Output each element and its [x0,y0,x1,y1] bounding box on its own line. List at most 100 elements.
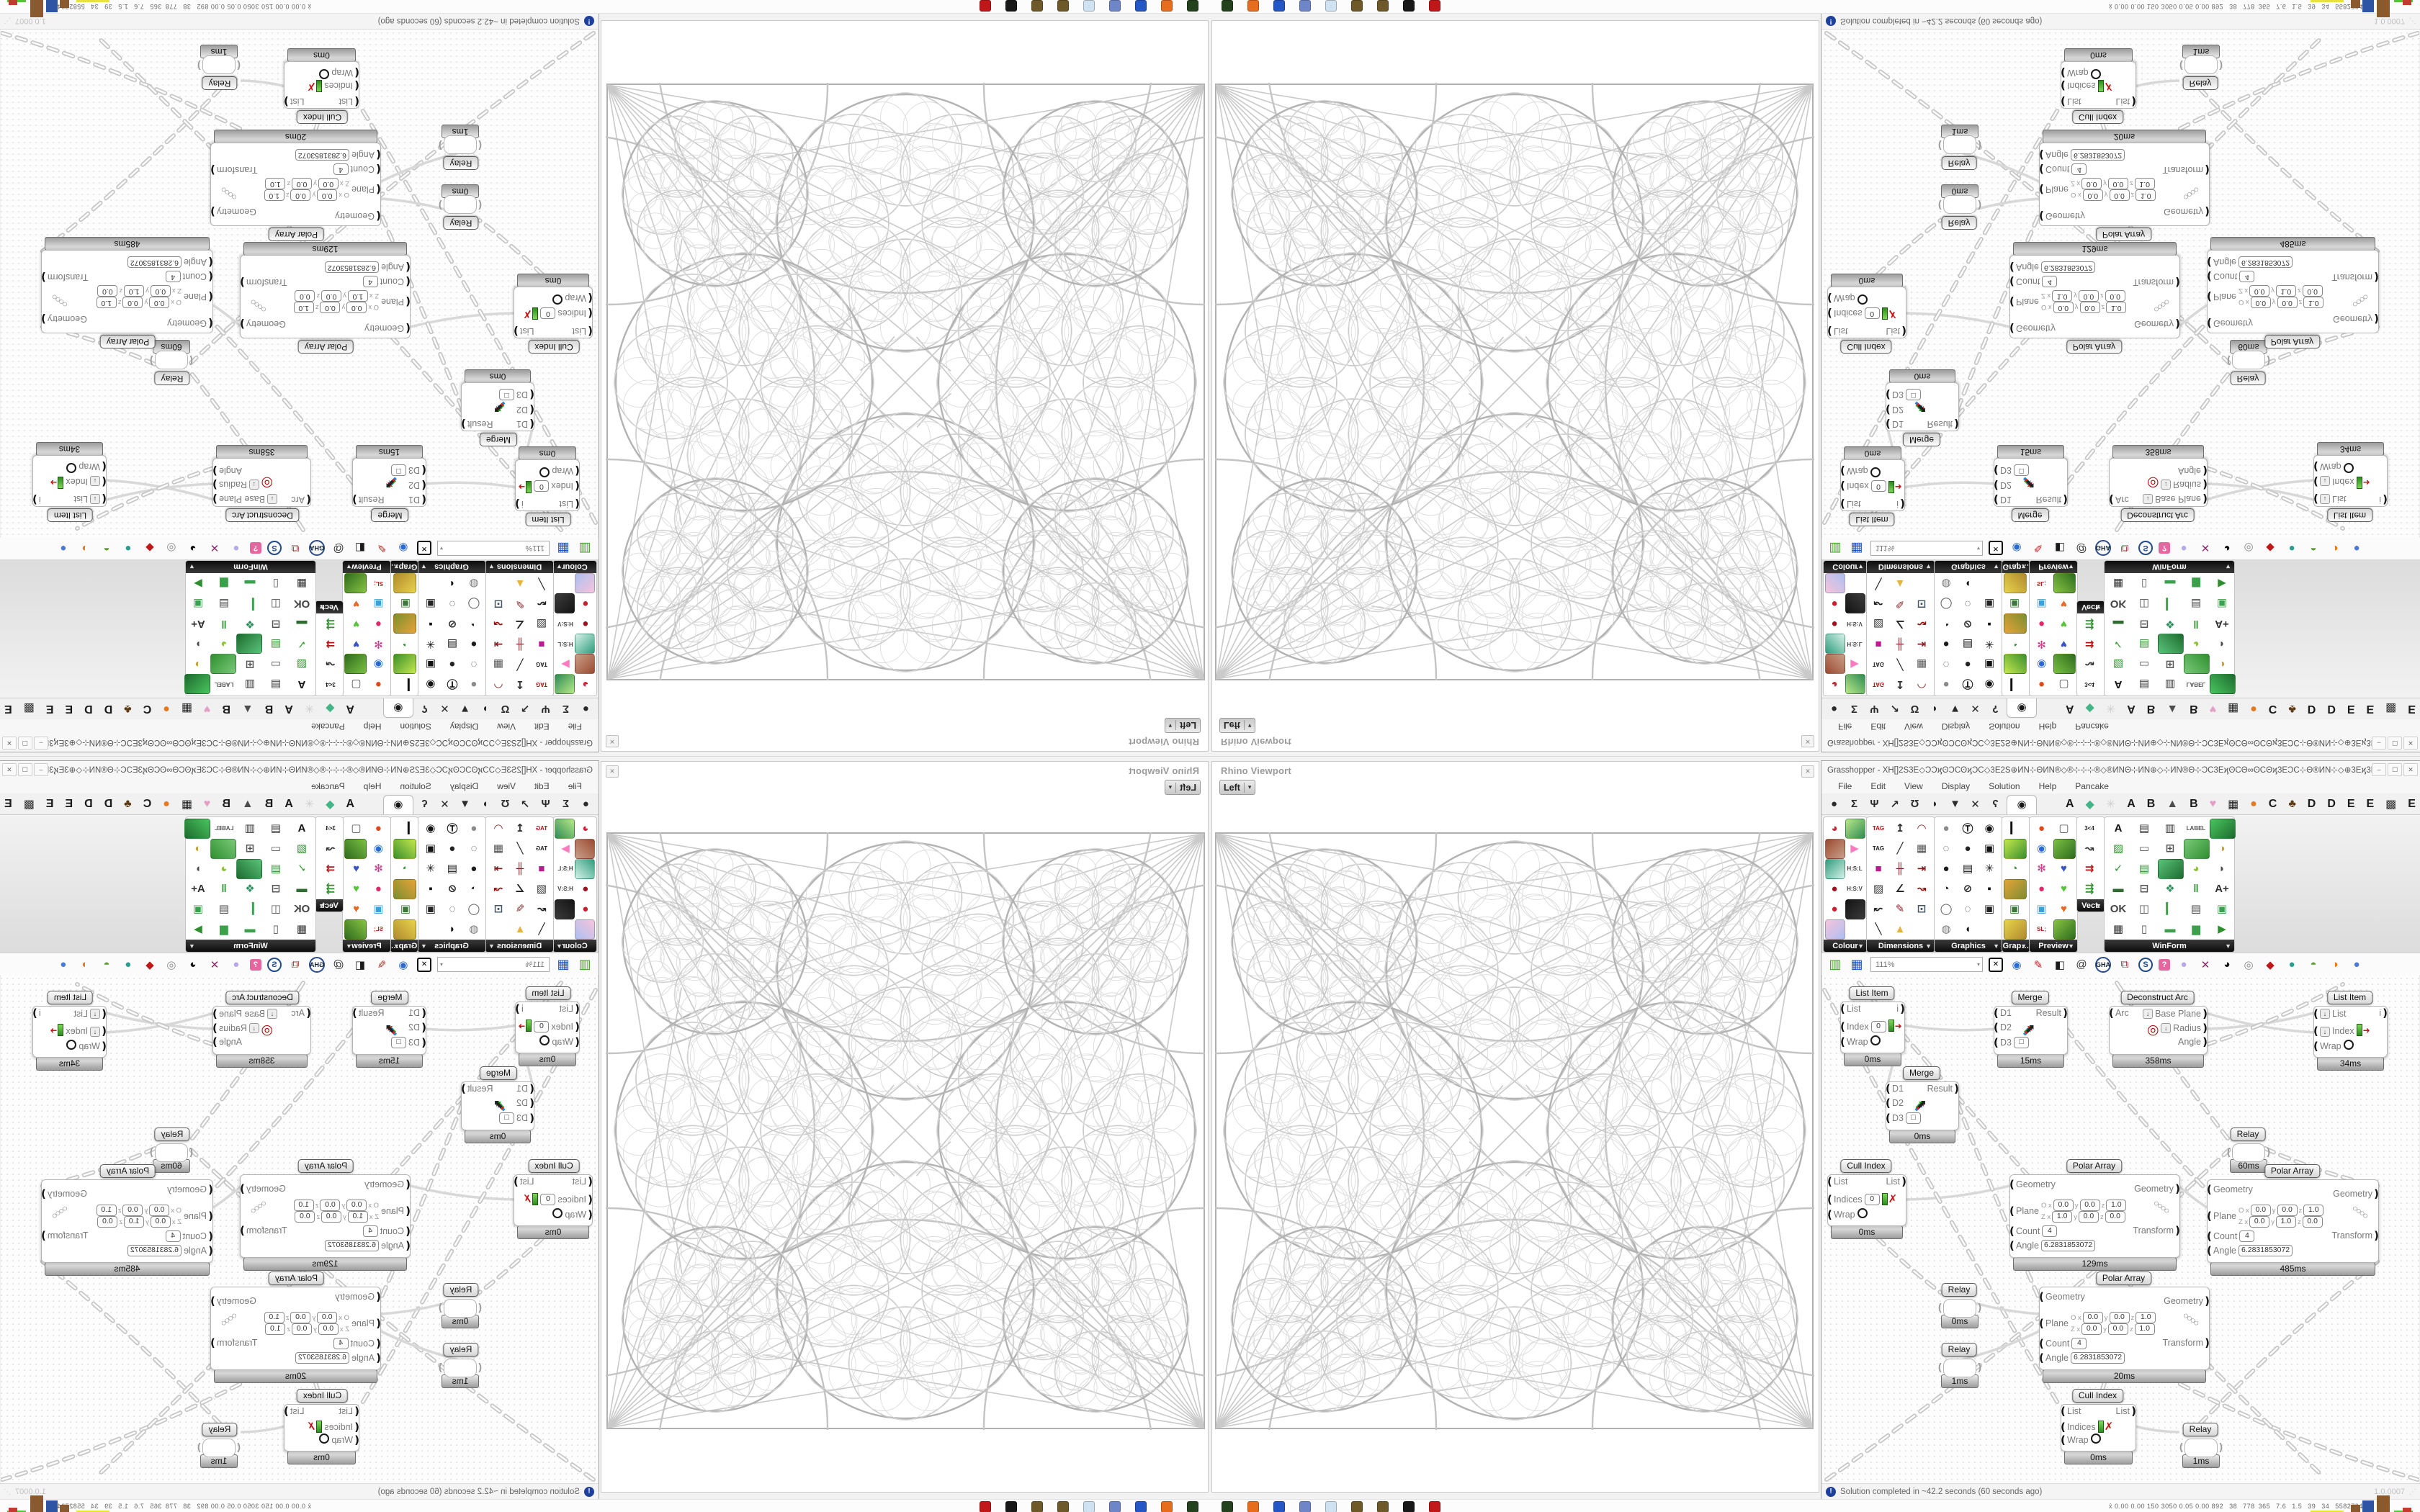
palette-icon[interactable]: ∠ [1895,883,1905,895]
node-output-i[interactable]: i) [32,1007,41,1020]
node-label[interactable]: Polar Array [297,1159,354,1173]
plugin-tab-2[interactable]: ✳ [2105,798,2116,811]
component-node-list-item[interactable]: (List (Index 0 ➜ (Wrap i) [1840,459,1905,511]
node-output-list[interactable]: List) [1886,1175,1906,1188]
palette-icon[interactable]: ↜ [1873,598,1883,610]
node-input-plane[interactable]: (Plane O x 0.0 y 0.0 z 1.0 Z x 1.0 y 0.0 z 0.0 [2009,290,2127,313]
category-tab-icon-1[interactable]: Σ [1850,798,1857,810]
node-output-geometry[interactable]: Geometry) [41,1187,87,1200]
palette-icon[interactable]: ◍ [469,577,479,590]
node-label[interactable]: Merge [1902,1066,1941,1080]
palette-icon[interactable] [344,839,367,859]
palette-icon[interactable]: A+ [2215,882,2229,895]
plugin-tab-16[interactable]: ▩ [23,702,35,715]
palette-icon[interactable]: ● [375,618,382,631]
palette-icon[interactable] [393,919,416,940]
node-input-geometry[interactable]: (Geometry [364,322,411,335]
node-input-d1[interactable]: (D1 [1886,1082,1904,1095]
palette-icon[interactable]: ▨ [1873,883,1884,895]
node-input-wrap[interactable]: (Wrap [1840,1035,1881,1048]
palette-icon[interactable]: ▎ [246,598,254,610]
palette-icon[interactable]: LABEL [214,824,234,832]
category-tab-icon-4[interactable]: Ʊ [501,798,510,810]
category-tab-icon-2[interactable]: Ψ [1870,703,1879,715]
node-label[interactable]: Merge [479,1066,518,1080]
node-input-index[interactable]: (Index 0 ➜ [518,1020,580,1033]
node-output-list[interactable]: List) [284,95,305,108]
node-output-base-plane[interactable]: ↓ Base Plane) [2143,493,2208,506]
palette-icon[interactable]: ↥ [1895,678,1905,690]
node-input-d3[interactable]: (D3 □ [391,464,426,477]
taskbar-app-icon-7[interactable] [1005,0,1017,12]
node-output-geometry[interactable]: Geometry) [2164,205,2210,218]
palette-icon[interactable] [2004,573,2027,593]
palette-icon[interactable]: ▣ [1984,842,1995,855]
node-output-i[interactable]: i) [1896,498,1905,510]
zoom-extents-button[interactable]: ✕ [1989,541,2003,556]
palette-icon[interactable]: ╫ [1896,638,1904,651]
relay-node-label[interactable]: Relay [2182,1423,2218,1436]
grasshopper-titlebar[interactable]: Grasshopper - XH[]2S3E◇ƆƆϗʘƆϹʘϗƆϹ◇3E2S⊕И… [0,761,599,779]
node-input-d1[interactable]: (D1 [408,493,426,506]
node-label[interactable]: Merge [479,433,518,446]
plugin-tab-14[interactable]: E [65,703,73,716]
palette-icon[interactable]: ▣ [425,903,436,915]
palette-footer-winform[interactable]: WinForm ▼ [186,561,315,573]
package-button[interactable]: ? [2159,958,2170,971]
palette-footer-preview[interactable]: Preview ▼ [343,561,390,573]
node-input-d1[interactable]: (D1 [516,418,534,431]
palette-footer-grap[interactable]: Grap… ▼ [390,940,418,952]
palette-icon[interactable]: ↜ [537,598,547,610]
relay-node-label[interactable]: Relay [1941,1283,1977,1297]
palette-icon[interactable]: ⊘ [447,618,457,630]
palette-icon[interactable]: ◠ [494,822,503,834]
component-node-cull-index[interactable]: (List (Indices 0 ✗(Wrap List) [1827,1174,1906,1226]
palette-icon[interactable]: ♥ [2061,902,2067,915]
relay-node[interactable] [1943,195,1976,214]
taskbar-app-icon-0[interactable] [1187,1501,1198,1512]
export-window-button[interactable]: ⧉ [291,542,300,554]
node-output-transform[interactable]: Transform) [210,1336,258,1349]
plugin-tab-10[interactable]: C [2268,703,2277,716]
palette-icon[interactable] [421,575,441,593]
palette-icon[interactable] [393,839,416,859]
component-node-deconstruct-arc[interactable]: (Arc ↓ Base Plane) ↓ Radius) Angle) ◎ [2109,458,2208,507]
taskbar-app-icon-2[interactable] [1273,1501,1285,1512]
preview-eye-button[interactable]: ◉ [2012,541,2022,554]
node-input-d2[interactable]: (D2 [1886,1097,1904,1110]
category-tab-icon-5[interactable]: ◗ [1931,703,1939,715]
palette-icon[interactable]: TAG [535,661,548,668]
palette-footer-colour[interactable]: Colour ▼ [553,940,596,952]
palette-icon[interactable]: ▣ [1984,903,1995,915]
node-input-geometry[interactable]: (Geometry [2207,1183,2253,1196]
palette-icon[interactable]: ⊟ [271,618,281,630]
minimize-button[interactable]: – [34,737,48,750]
palette-icon[interactable]: ✎ [515,598,525,610]
node-input-count[interactable]: (Count 4 [362,275,411,288]
palette-icon[interactable]: ▨ [536,883,547,895]
menu-item-view[interactable]: View [1904,780,1923,791]
preview-green-button[interactable]: ◓ [2310,542,2317,554]
palette-footer-dimensions[interactable]: Dimensions ▼ [1867,940,1935,952]
relay-node[interactable] [1943,135,1976,154]
menu-item-pancake[interactable]: Pancake [311,721,345,732]
node-input-count[interactable]: (Count 4 [333,163,381,176]
palette-footer-preview[interactable]: Preview ▼ [2030,561,2077,573]
palette-icon[interactable]: ▦ [2112,923,2124,935]
node-output-list[interactable]: List) [2115,95,2136,108]
node-input-list[interactable]: (List [559,1002,580,1015]
palette-icon[interactable]: ╫ [516,862,524,875]
palette-icon[interactable]: A [2114,678,2123,691]
palette-icon[interactable]: ◉ [426,678,436,690]
taskbar-app-icon-1[interactable] [1161,0,1173,12]
palette-icon[interactable]: ⇥ [493,638,503,650]
palette-icon[interactable]: ⇥ [1917,863,1927,875]
menu-item-edit[interactable]: Edit [534,721,550,732]
node-output-result[interactable]: Result) [461,418,493,431]
node-input-plane[interactable]: (Plane O x 0.0 y 0.0 z 1.0 Z x 0.0 y 0.0 z 1.0 [2039,178,2156,201]
node-output-transform[interactable]: Transform) [2331,271,2380,284]
component-node-deconstruct-arc[interactable]: (Arc ↓ Base Plane) ↓ Radius) Angle) ◎ [212,458,311,507]
